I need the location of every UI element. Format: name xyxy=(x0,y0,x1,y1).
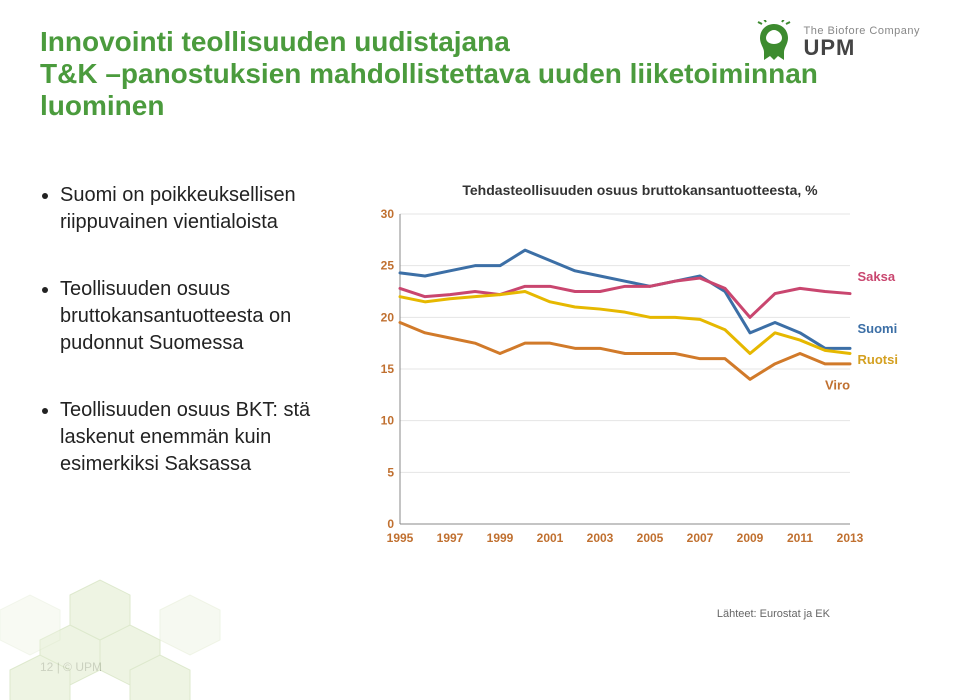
svg-text:1997: 1997 xyxy=(437,531,464,545)
bullet-list: Suomi on poikkeuksellisen riippuvainen v… xyxy=(40,182,340,559)
svg-text:5: 5 xyxy=(387,465,394,479)
page-number: 12 xyxy=(40,660,53,674)
line-chart: 0 5 10 15 20 25 30 1995 1997 1999 2001 2003 2005 2007… xyxy=(360,204,920,554)
slide-footer: 12 | © UPM xyxy=(40,660,102,674)
svg-text:2009: 2009 xyxy=(737,531,764,545)
svg-text:2005: 2005 xyxy=(637,531,664,545)
svg-text:2011: 2011 xyxy=(787,531,813,545)
svg-text:2001: 2001 xyxy=(537,531,564,545)
slide-title-line2: T&K –panostuksien mahdollistettava uuden… xyxy=(40,58,920,122)
svg-text:Viro: Viro xyxy=(825,378,850,393)
svg-text:0: 0 xyxy=(387,517,394,531)
svg-text:Saksa: Saksa xyxy=(858,269,896,284)
svg-text:1995: 1995 xyxy=(387,531,414,545)
svg-text:Ruotsi: Ruotsi xyxy=(858,352,898,367)
svg-text:Suomi: Suomi xyxy=(858,321,898,336)
svg-text:1999: 1999 xyxy=(487,531,514,545)
chart-source: Lähteet: Eurostat ja EK xyxy=(717,608,830,620)
svg-text:2003: 2003 xyxy=(587,531,614,545)
copyright: © UPM xyxy=(63,660,102,674)
logo-brand: UPM xyxy=(804,37,921,59)
content-row: Suomi on poikkeuksellisen riippuvainen v… xyxy=(40,182,920,559)
chart-block: Tehdasteollisuuden osuus bruttokansantuo… xyxy=(360,182,920,559)
svg-text:2013: 2013 xyxy=(837,531,864,545)
footer-separator: | xyxy=(53,660,63,674)
bullet-item: Teollisuuden osuus bruttokansantuotteest… xyxy=(60,276,340,357)
griffin-icon xyxy=(752,20,796,64)
bullet-item: Suomi on poikkeuksellisen riippuvainen v… xyxy=(60,182,340,236)
svg-text:2007: 2007 xyxy=(687,531,714,545)
chart-title: Tehdasteollisuuden osuus bruttokansantuo… xyxy=(360,182,920,198)
svg-text:15: 15 xyxy=(381,362,395,376)
svg-text:25: 25 xyxy=(381,259,395,273)
slide: Innovointi teollisuuden uudistajana T&K … xyxy=(0,0,960,700)
logo-block: The Biofore Company UPM xyxy=(752,20,921,64)
svg-text:20: 20 xyxy=(381,310,395,324)
logo-text: The Biofore Company UPM xyxy=(804,26,921,59)
bullet-item: Teollisuuden osuus BKT: stä laskenut ene… xyxy=(60,397,340,478)
svg-text:10: 10 xyxy=(381,414,395,428)
svg-text:30: 30 xyxy=(381,207,395,221)
